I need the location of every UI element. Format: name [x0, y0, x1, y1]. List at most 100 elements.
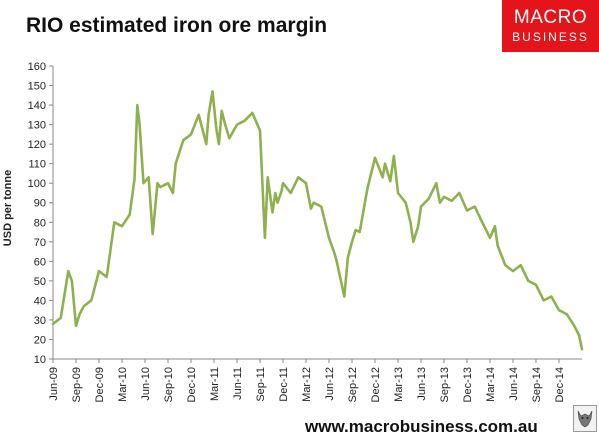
x-tick-label: Jun-14	[508, 367, 520, 401]
data-point	[182, 139, 185, 141]
data-point	[473, 205, 476, 208]
x-tick-label: Jun-12	[324, 367, 336, 401]
data-point	[259, 129, 261, 132]
data-point	[389, 180, 392, 182]
y-tick-label: 130	[28, 120, 46, 132]
y-tick-label: 70	[34, 237, 46, 249]
data-point	[347, 256, 349, 259]
data-point	[251, 112, 254, 114]
data-point	[409, 221, 412, 224]
data-point	[271, 211, 274, 214]
y-tick-label: 30	[34, 315, 46, 327]
data-point	[573, 325, 576, 327]
data-point	[305, 182, 307, 184]
y-tick-label: 110	[28, 159, 46, 171]
data-point	[381, 176, 384, 179]
x-tick-label: Sep-09	[71, 367, 83, 402]
data-point	[366, 188, 369, 190]
series-group	[51, 90, 584, 351]
data-point	[443, 196, 445, 198]
y-tick-label: 40	[34, 295, 46, 307]
data-point	[136, 104, 139, 106]
y-tick-label: 80	[34, 217, 46, 229]
data-point	[565, 313, 568, 315]
x-tick-label: Sep-12	[347, 367, 359, 402]
data-point	[266, 176, 269, 179]
y-tick-label: 150	[28, 81, 46, 93]
x-tick-label: Dec-11	[278, 367, 290, 402]
data-point	[113, 221, 116, 224]
data-point	[52, 323, 54, 325]
data-point	[207, 114, 210, 116]
data-point	[215, 127, 218, 130]
data-point	[142, 182, 145, 184]
data-point	[496, 244, 499, 247]
x-tick-label: Dec-09	[94, 367, 106, 402]
data-point	[420, 205, 422, 208]
data-point	[397, 192, 399, 194]
data-point	[172, 192, 174, 194]
data-point	[333, 250, 335, 253]
data-point	[489, 237, 491, 239]
data-point	[578, 334, 580, 337]
data-point	[282, 182, 284, 184]
x-axis-ticks: Jun-09 Sep-09 Dec-09 Mar-10 Jun-10 Sep-10 Dec-…	[48, 359, 566, 402]
data-point	[512, 270, 514, 272]
data-point	[138, 123, 141, 126]
footer-url: www.macrobusiness.com.au	[305, 417, 538, 436]
data-point	[297, 176, 300, 179]
data-point	[535, 284, 537, 286]
x-tick-label: Sep-11	[255, 367, 267, 402]
data-point	[75, 325, 77, 327]
data-point	[519, 264, 522, 267]
data-point	[404, 201, 407, 204]
data-point	[228, 137, 231, 140]
x-tick-label: Mar-11	[209, 367, 221, 401]
x-tick-label: Sep-10	[163, 367, 175, 402]
data-point	[439, 201, 441, 204]
x-tick-label: Dec-14	[554, 367, 566, 402]
y-axis-title: USD per tonne	[2, 170, 14, 246]
data-point	[211, 90, 214, 93]
wolf-badge-icon	[573, 405, 597, 432]
data-point	[343, 295, 346, 298]
data-point	[458, 192, 461, 194]
data-point	[320, 205, 323, 208]
data-point	[67, 270, 70, 272]
x-tick-label: Mar-14	[485, 367, 497, 402]
y-tick-label: 10	[34, 354, 46, 366]
data-point	[417, 225, 420, 227]
data-point	[351, 241, 353, 243]
data-point	[481, 221, 484, 224]
data-point	[128, 213, 131, 216]
data-point	[147, 176, 150, 179]
data-point	[218, 143, 220, 145]
data-point	[466, 209, 468, 212]
data-point	[98, 270, 100, 272]
x-tick-label: Jun-11	[232, 367, 244, 400]
data-point	[105, 276, 108, 278]
data-point	[197, 114, 200, 116]
data-point	[205, 143, 208, 145]
data-point	[427, 198, 430, 200]
data-point	[581, 348, 583, 351]
data-point	[289, 192, 292, 194]
data-point	[159, 186, 162, 188]
data-point	[328, 237, 330, 239]
x-tick-label: Dec-13	[462, 367, 474, 402]
data-point	[494, 225, 496, 227]
data-point	[59, 317, 62, 319]
data-point	[220, 110, 223, 112]
data-point	[354, 229, 357, 231]
data-point	[82, 305, 85, 308]
y-tick-label: 50	[34, 276, 46, 288]
data-point	[121, 225, 123, 227]
y-tick-label: 60	[34, 256, 46, 268]
data-point	[151, 233, 154, 235]
y-tick-label: 140	[28, 100, 46, 112]
data-point	[280, 190, 283, 192]
y-tick-label: 160	[28, 61, 46, 73]
y-tick-label: 20	[34, 334, 46, 346]
chart-axes	[52, 66, 582, 360]
